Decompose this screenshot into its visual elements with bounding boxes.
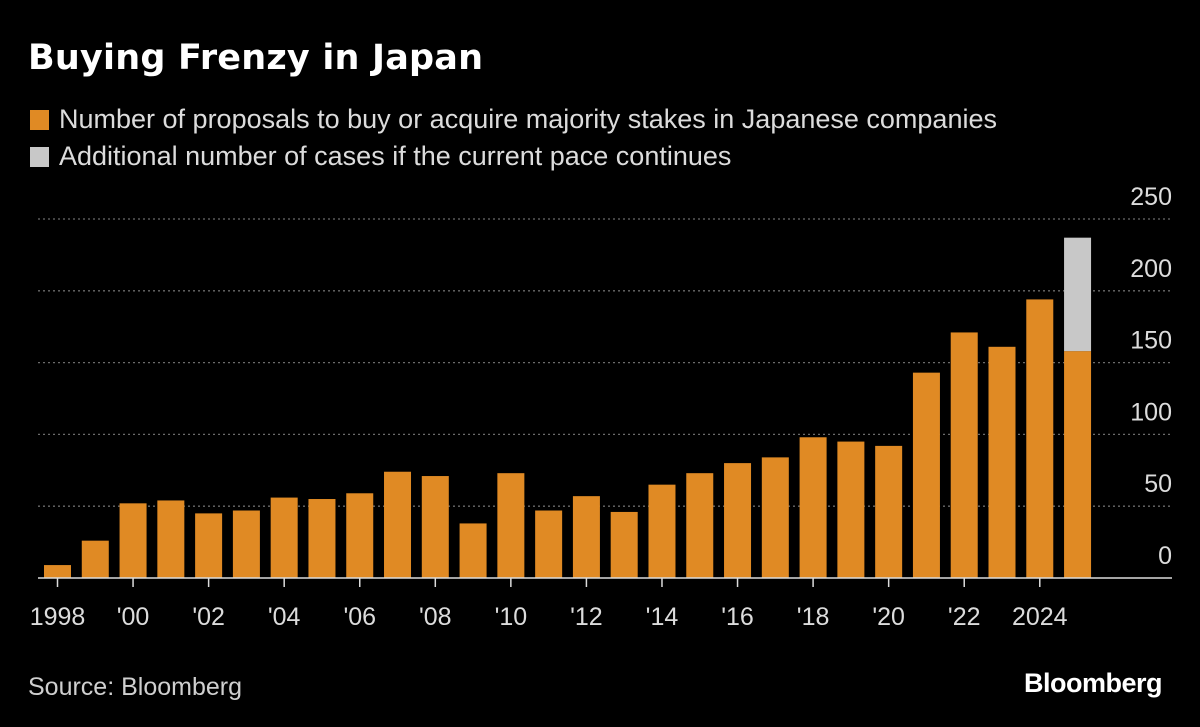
bar (346, 493, 374, 578)
x-tick-label: '02 (192, 603, 225, 631)
bar-projection (1064, 237, 1092, 352)
y-tick-label: 150 (1130, 327, 1172, 355)
x-tick-label: '18 (797, 603, 830, 631)
bar (270, 497, 298, 578)
bar (195, 513, 223, 578)
chart-title: Buying Frenzy in Japan (28, 38, 484, 78)
bar (988, 346, 1016, 578)
bar (459, 523, 487, 578)
x-tick-label: '10 (495, 603, 528, 631)
x-tick-label: '06 (343, 603, 376, 631)
bar (157, 500, 185, 578)
x-tick-label: '14 (646, 603, 679, 631)
bar (1064, 351, 1092, 578)
x-tick-label: '16 (721, 603, 754, 631)
legend-item-proposals: Number of proposals to buy or acquire ma… (30, 104, 997, 135)
bar (799, 437, 827, 578)
bar (724, 463, 752, 578)
bar (648, 484, 676, 578)
bar (686, 473, 714, 578)
bar (912, 372, 940, 578)
x-tick-label: 1998 (30, 603, 86, 631)
grid-lines (38, 218, 1172, 507)
x-tick-label: '12 (570, 603, 603, 631)
bloomberg-logo: Bloomberg (1023, 668, 1163, 698)
y-tick-label: 100 (1130, 398, 1172, 426)
bar (535, 510, 563, 578)
bar (875, 445, 903, 578)
y-tick-label: 0 (1158, 542, 1172, 570)
legend-label-projection: Additional number of cases if the curren… (59, 141, 732, 171)
bar (81, 540, 109, 578)
legend-label-proposals: Number of proposals to buy or acquire ma… (59, 104, 997, 134)
x-tick-label: '22 (948, 603, 981, 631)
bar (572, 496, 600, 578)
bar (119, 503, 147, 578)
legend-swatch-proposals (30, 109, 49, 130)
bar (308, 499, 336, 578)
source-note: Source: Bloomberg (28, 673, 243, 701)
legend-swatch-projection (30, 146, 49, 167)
bar (44, 565, 71, 578)
x-tick-label: 2024 (1012, 603, 1068, 631)
bar (761, 457, 789, 578)
x-tick-label: '20 (872, 603, 905, 631)
legend-item-projection: Additional number of cases if the curren… (30, 141, 731, 172)
y-tick-label: 250 (1130, 183, 1172, 211)
bar (421, 476, 449, 578)
y-tick-label: 50 (1144, 470, 1172, 498)
bar (232, 510, 260, 578)
bar (497, 473, 525, 578)
bar (837, 441, 865, 578)
bar (950, 332, 978, 578)
axes: 0 50 100 150 200 250 1998 '00 '02 '04 '06 '08 '10 '12… (30, 183, 1172, 631)
x-tick-label: '00 (117, 603, 150, 631)
x-tick-label: '08 (419, 603, 452, 631)
x-tick-label: '04 (268, 603, 301, 631)
bar (1026, 299, 1054, 578)
y-tick-label: 200 (1130, 255, 1172, 283)
bar (610, 511, 638, 578)
bar (384, 471, 412, 578)
bars (44, 237, 1092, 578)
